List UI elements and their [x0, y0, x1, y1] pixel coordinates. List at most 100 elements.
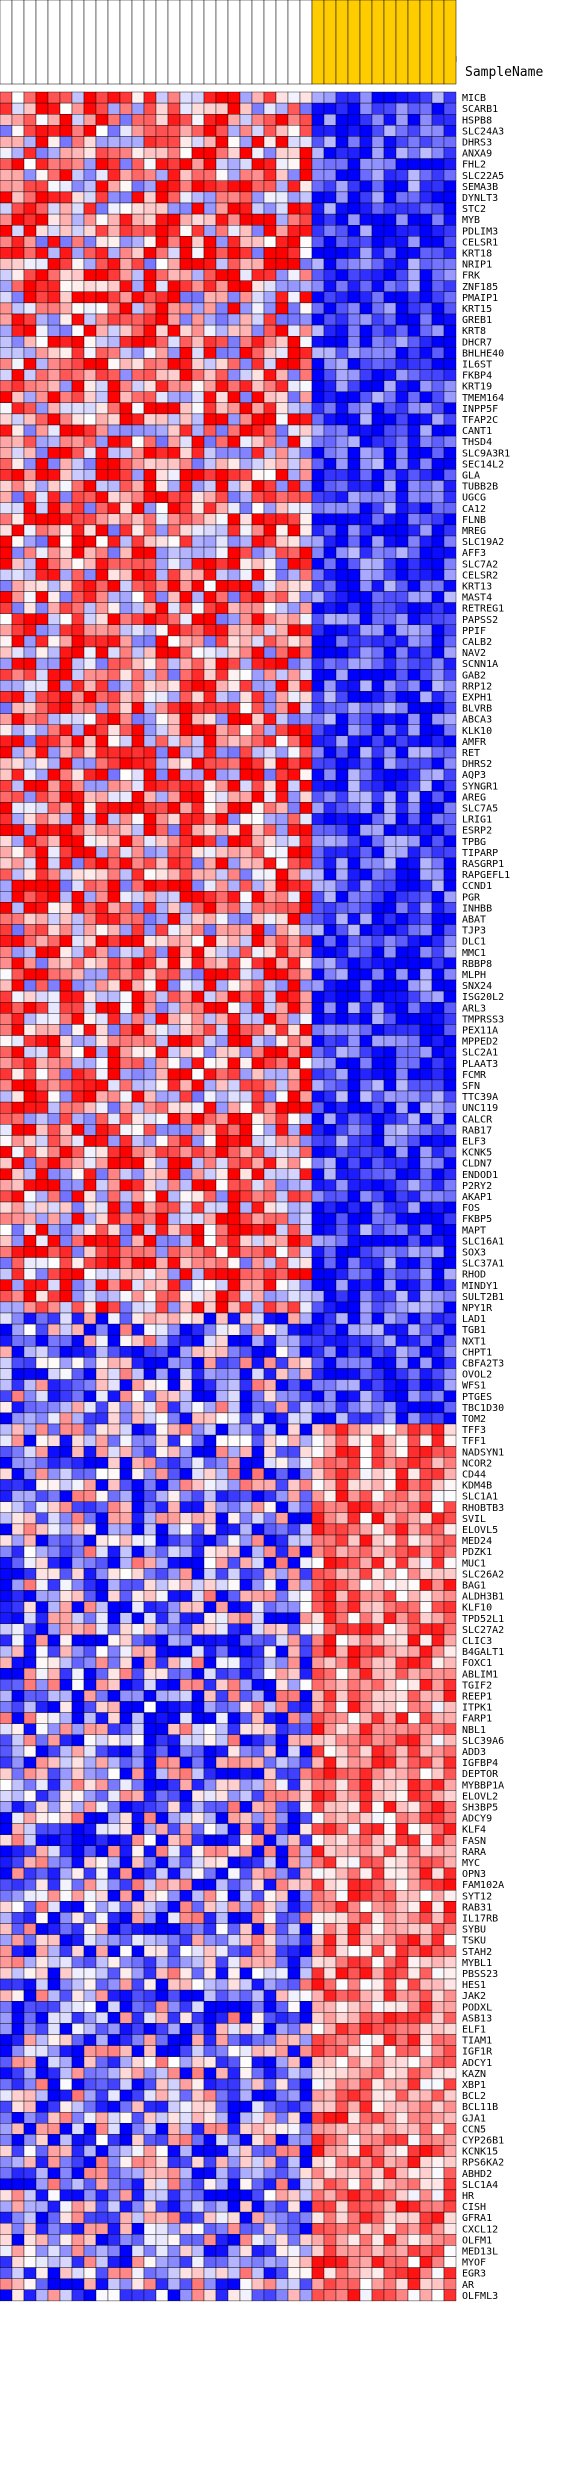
heatmap-cell — [407, 1434, 421, 1447]
heatmap-cell — [323, 1079, 337, 1092]
heatmap-cell — [239, 1390, 253, 1402]
heatmap-cell — [119, 1168, 133, 1180]
heatmap-cell — [95, 724, 109, 737]
heatmap-cell — [407, 1334, 421, 1347]
heatmap-cell — [347, 269, 361, 281]
heatmap-cell — [131, 1157, 145, 1169]
heatmap-cell — [0, 535, 13, 548]
heatmap-cell — [215, 657, 229, 670]
heatmap-cell — [95, 1401, 109, 1414]
heatmap-cell — [47, 1223, 61, 1236]
heatmap-cell — [263, 1068, 277, 1081]
heatmap-cell — [47, 302, 61, 315]
heatmap-cell — [95, 1223, 109, 1236]
heatmap-cell — [227, 1379, 241, 1391]
heatmap-cell — [263, 846, 277, 859]
heatmap-cell — [395, 757, 409, 770]
heatmap-cell — [311, 191, 325, 204]
heatmap-cell — [11, 1357, 25, 1369]
heatmap-cell — [95, 868, 109, 881]
heatmap-cell — [215, 491, 229, 503]
heatmap-cell — [0, 580, 13, 592]
heatmap-cell — [11, 224, 25, 237]
heatmap-cell — [215, 236, 229, 248]
heatmap-cell — [371, 102, 385, 115]
heatmap-cell — [203, 202, 217, 215]
heatmap-cell — [287, 635, 301, 648]
heatmap-cell — [299, 546, 313, 559]
heatmap-cell — [371, 413, 385, 426]
heatmap-cell — [191, 1290, 205, 1303]
heatmap-cell — [395, 879, 409, 892]
heatmap-cell — [71, 424, 85, 437]
heatmap-cell — [35, 1457, 49, 1469]
heatmap-cell — [311, 1179, 325, 1192]
heatmap-cell — [107, 313, 121, 326]
heatmap-cell — [59, 691, 73, 703]
heatmap-cell — [11, 247, 25, 259]
heatmap-cell — [347, 1445, 361, 1458]
heatmap-cell — [203, 1501, 217, 1513]
heatmap-cell — [251, 1457, 265, 1469]
heatmap-cell — [443, 313, 457, 326]
heatmap-cell — [335, 846, 349, 859]
heatmap-cell — [227, 1323, 241, 1336]
heatmap-cell — [47, 1146, 61, 1158]
heatmap-cell — [143, 1368, 157, 1380]
heatmap-cell — [431, 813, 445, 825]
heatmap-cell — [203, 924, 217, 936]
heatmap-cell — [0, 1157, 13, 1169]
heatmap-cell — [371, 1434, 385, 1447]
heatmap-cell — [299, 669, 313, 681]
heatmap-cell — [335, 102, 349, 115]
heatmap-cell — [35, 791, 49, 803]
heatmap-cell — [275, 968, 289, 981]
heatmap-cell — [227, 602, 241, 614]
heatmap-cell — [95, 824, 109, 836]
heatmap-cell — [275, 1268, 289, 1280]
heatmap-cell — [251, 1024, 265, 1036]
heatmap-cell — [299, 447, 313, 459]
heatmap-cell — [167, 868, 181, 881]
heatmap-cell — [227, 169, 241, 181]
heatmap-cell — [203, 513, 217, 526]
heatmap-cell — [419, 1434, 433, 1447]
heatmap-cell — [107, 513, 121, 526]
heatmap-cell — [443, 580, 457, 592]
heatmap-cell — [407, 1101, 421, 1114]
heatmap-cell — [227, 990, 241, 1003]
heatmap-cell — [167, 780, 181, 792]
heatmap-cell — [335, 1312, 349, 1325]
heatmap-cell — [143, 1124, 157, 1136]
heatmap-cell — [119, 513, 133, 526]
heatmap-cell — [371, 1379, 385, 1391]
heatmap-cell — [335, 891, 349, 903]
heatmap-cell — [347, 502, 361, 515]
heatmap-cell — [203, 447, 217, 459]
heatmap-cell — [383, 347, 397, 359]
heatmap-cell — [239, 1246, 253, 1258]
heatmap-cell — [215, 1179, 229, 1192]
heatmap-cell — [275, 1468, 289, 1480]
heatmap-cell — [371, 1002, 385, 1014]
heatmap-cell — [95, 469, 109, 481]
heatmap-cell — [407, 924, 421, 936]
heatmap-cell — [419, 1124, 433, 1136]
heatmap-cell — [311, 435, 325, 448]
heatmap-cell — [83, 191, 97, 204]
heatmap-cell — [311, 1157, 325, 1169]
heatmap-cell — [11, 924, 25, 936]
heatmap-cell — [431, 1179, 445, 1192]
heatmap-cell — [143, 502, 157, 515]
heatmap-cell — [179, 946, 193, 959]
heatmap-cell — [323, 1212, 337, 1225]
heatmap-cell — [107, 913, 121, 925]
heatmap-cell — [347, 1190, 361, 1203]
heatmap-cell — [35, 1501, 49, 1513]
heatmap-cell — [431, 1013, 445, 1025]
heatmap-cell — [407, 1046, 421, 1058]
heatmap-cell — [299, 413, 313, 426]
heatmap-cell — [119, 102, 133, 115]
heatmap-cell — [251, 624, 265, 637]
heatmap-cell — [311, 458, 325, 470]
